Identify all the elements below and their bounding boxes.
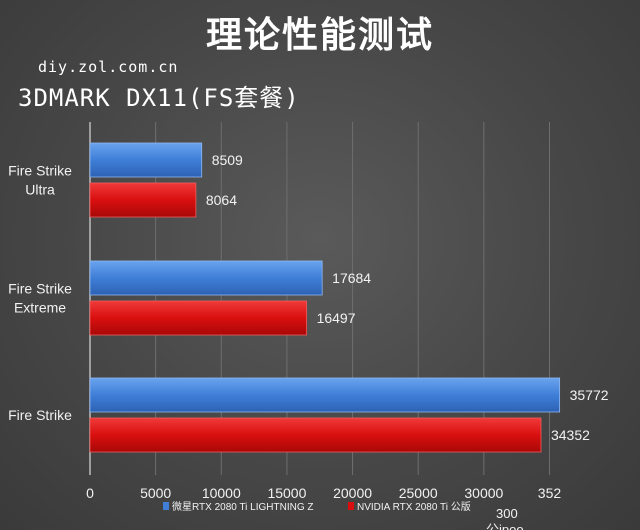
- x-tick-label: 5000: [140, 485, 171, 501]
- overlay-text: 公ipoo: [486, 522, 524, 530]
- data-label: 17684: [332, 270, 371, 286]
- x-tick-label: 15000: [267, 485, 306, 501]
- overlay-number: 300: [496, 506, 518, 521]
- category-label: Fire Strike: [8, 281, 72, 297]
- x-tick-label: 0: [86, 485, 94, 501]
- category-label: Fire Strike: [8, 163, 72, 179]
- x-tick-label: 20000: [333, 485, 372, 501]
- data-label: 16497: [317, 310, 356, 326]
- bar: [89, 300, 307, 336]
- bar: [89, 417, 542, 453]
- legend-label: NVIDIA RTX 2080 Ti 公版: [357, 500, 471, 513]
- data-label: 35772: [570, 387, 609, 403]
- bar: [89, 260, 323, 296]
- site-watermark: diy.zol.com.cn: [38, 58, 179, 76]
- page-title: 理论性能测试: [205, 15, 434, 56]
- x-tick-label: 10000: [202, 485, 241, 501]
- data-label: 8509: [212, 152, 243, 168]
- x-tick-label: 25000: [399, 485, 438, 501]
- bar: [89, 182, 197, 218]
- category-label: Extreme: [14, 300, 66, 316]
- bar: [89, 377, 561, 413]
- data-label: 8064: [206, 192, 237, 208]
- legend-swatch: [348, 502, 354, 510]
- legend-swatch: [163, 502, 169, 510]
- data-label: 34352: [551, 427, 590, 443]
- x-tick-label: 352: [538, 485, 562, 501]
- chart-subtitle: 3DMARK DX11(FS套餐): [18, 84, 300, 112]
- category-label: Ultra: [25, 182, 55, 198]
- category-label: Fire Strike: [8, 407, 72, 423]
- x-tick-label: 30000: [464, 485, 503, 501]
- bar: [89, 142, 203, 178]
- legend-label: 微星RTX 2080 Ti LIGHTNING Z: [172, 500, 314, 513]
